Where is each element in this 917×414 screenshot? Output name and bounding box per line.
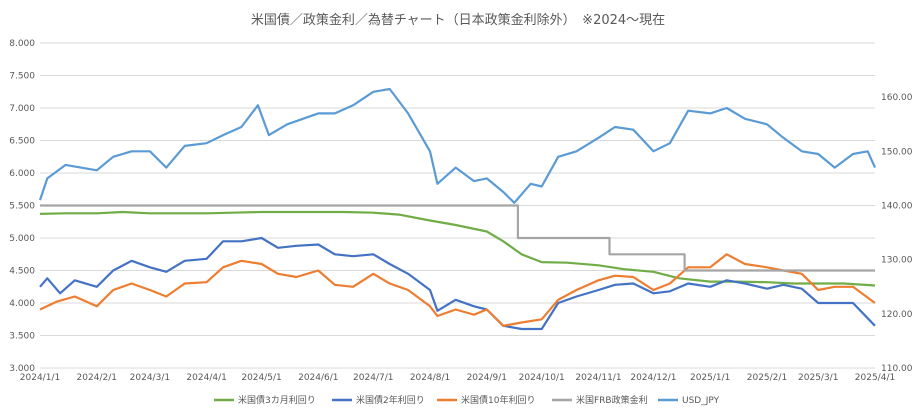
x-axis-tick-label: 2024/2/1 <box>77 373 117 383</box>
left-axis-tick-label: 6.000 <box>9 169 35 179</box>
x-axis-tick-label: 2024/3/1 <box>130 373 170 383</box>
x-axis-tick-label: 2024/9/1 <box>467 373 507 383</box>
x-axis-tick-label: 2025/4/1 <box>855 373 895 383</box>
x-axis-tick-label: 2025/2/1 <box>747 373 787 383</box>
right-axis-tick-label: 140.00 <box>881 202 913 212</box>
x-axis-tick-label: 2025/1/1 <box>690 373 730 383</box>
left-axis-tick-label: 5.500 <box>9 202 35 212</box>
x-axis-ticks: 2024/1/1 2024/2/1 2024/3/1 2024/4/1 2024/5/1… <box>20 373 895 383</box>
right-axis-tick-label: 130.00 <box>881 256 913 266</box>
x-axis-tick-label: 2024/10/1 <box>519 373 565 383</box>
left-axis-ticks: 3.000 3.500 4.000 4.500 5.000 5.500 6.000 6.500… <box>9 39 35 374</box>
right-axis-tick-label: 160.00 <box>881 93 913 103</box>
legend-label: 米国債10年利回り <box>461 394 535 406</box>
x-axis-tick-label: 2024/4/1 <box>186 373 226 383</box>
x-axis-tick-label: 2024/1/1 <box>20 373 60 383</box>
left-axis-tick-label: 3.500 <box>9 332 35 342</box>
x-axis-tick-label: 2024/5/1 <box>241 373 281 383</box>
series-line <box>39 236 876 331</box>
legend-label: 米国債3カ月利回り <box>238 394 316 406</box>
series-line <box>39 253 876 327</box>
left-axis-tick-label: 4.500 <box>9 267 35 277</box>
legend-label: 米国FRB政策金利 <box>576 394 648 406</box>
series-line <box>38 87 877 204</box>
right-axis-ticks: 110.00 120.00 130.00 140.00 150.00 160.00 <box>881 93 913 374</box>
right-axis-tick-label: 110.00 <box>881 364 913 374</box>
series-lines <box>38 87 877 331</box>
left-axis-tick-label: 5.000 <box>9 234 35 244</box>
series-line <box>39 210 876 287</box>
x-axis-tick-label: 2024/12/1 <box>630 373 676 383</box>
left-axis-tick-label: 7.500 <box>9 72 35 82</box>
left-axis-tick-label: 4.000 <box>9 299 35 309</box>
x-axis-tick-label: 2024/8/1 <box>410 373 450 383</box>
x-axis-tick-label: 2024/6/1 <box>298 373 338 383</box>
right-axis-tick-label: 120.00 <box>881 310 913 320</box>
left-axis-tick-label: 6.500 <box>9 137 35 147</box>
legend-label: USD_JPY <box>682 396 720 406</box>
left-axis-tick-label: 3.000 <box>9 364 35 374</box>
x-axis-tick-label: 2025/3/1 <box>798 373 838 383</box>
legend-label: 米国債2年利回り <box>356 394 425 406</box>
right-axis-tick-label: 150.00 <box>881 147 913 157</box>
x-axis-tick-label: 2024/11/1 <box>575 373 621 383</box>
left-axis-tick-label: 8.000 <box>9 39 35 49</box>
legend: 米国債3カ月利回り 米国債2年利回り 米国債10年利回り 米国FRB政策金利 USD_J… <box>214 394 720 406</box>
chart-title: 米国債／政策金利／為替チャート（日本政策金利除外） ※2024～現在 <box>251 12 665 28</box>
left-axis-tick-label: 7.000 <box>9 104 35 114</box>
series-line <box>40 204 875 272</box>
x-axis-tick-label: 2024/7/1 <box>353 373 393 383</box>
